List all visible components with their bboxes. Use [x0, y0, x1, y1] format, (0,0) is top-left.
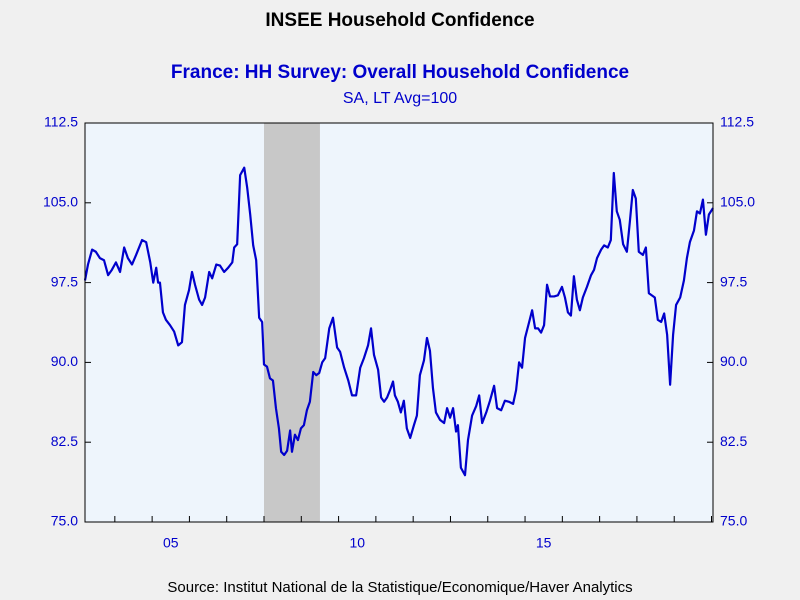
y-tick-label: 112.5	[44, 114, 78, 130]
series-title: France: HH Survey: Overall Household Con…	[171, 62, 629, 83]
plot-border	[84, 122, 714, 523]
y-tick-label: 90.0	[51, 353, 78, 369]
y-tick-label: 75.0	[51, 513, 78, 529]
y-tick-label: 82.5	[51, 433, 78, 449]
source-note: Source: Institut National de la Statisti…	[167, 579, 632, 596]
y2-tick-label: 82.5	[720, 433, 747, 449]
y-tick-label: 97.5	[51, 273, 78, 289]
y-tick-label: 105.0	[43, 194, 78, 210]
y2-tick-label: 75.0	[720, 513, 747, 529]
data-line	[83, 166, 714, 477]
x-tick-label: 05	[163, 535, 179, 551]
y2-tick-label: 112.5	[720, 114, 754, 130]
plot-area	[85, 123, 713, 522]
x-tick-label: 15	[536, 535, 552, 551]
chart-subtitle: SA, LT Avg=100	[343, 90, 457, 107]
x-tick-label: 10	[349, 535, 365, 551]
chart-title: INSEE Household Confidence	[265, 10, 534, 31]
recession-shading	[264, 123, 320, 522]
y2-tick-label: 90.0	[720, 353, 747, 369]
y2-tick-label: 105.0	[720, 194, 755, 210]
y2-tick-label: 97.5	[720, 273, 747, 289]
